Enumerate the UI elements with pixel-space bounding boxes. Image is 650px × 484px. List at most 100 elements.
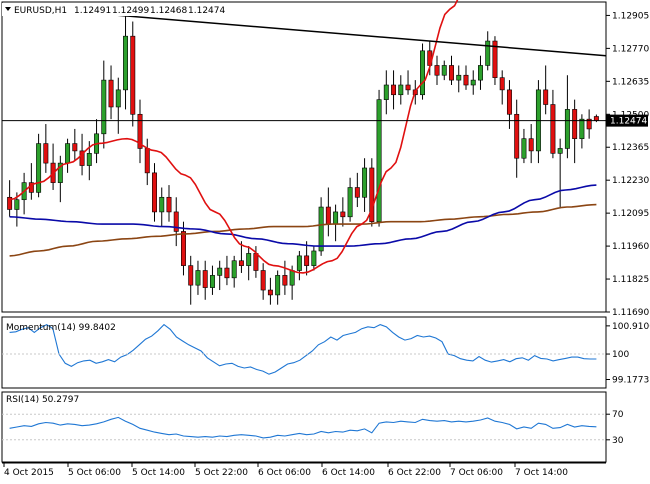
bullish-candle bbox=[65, 143, 71, 164]
bearish-candle bbox=[43, 143, 49, 164]
bearish-candle bbox=[593, 116, 599, 121]
bearish-candle bbox=[391, 84, 397, 96]
ohlc-close: 1.12474 bbox=[188, 6, 225, 16]
sma100-line bbox=[9, 184, 597, 247]
bullish-candle bbox=[333, 211, 339, 225]
price-tick-label: 1.12635 bbox=[612, 77, 649, 87]
bearish-candle bbox=[543, 89, 549, 105]
price-tick-label: 1.11690 bbox=[612, 308, 649, 318]
rsi-panel-frame bbox=[1, 391, 607, 463]
price-tick-label: 1.12095 bbox=[612, 209, 649, 219]
bullish-candle bbox=[420, 50, 425, 96]
bearish-candle bbox=[253, 253, 259, 271]
bearish-candle bbox=[130, 35, 136, 115]
time-tick-label: 5 Oct 06:00 bbox=[68, 468, 121, 478]
bullish-candle bbox=[311, 250, 317, 266]
price-tick-label: 1.11960 bbox=[612, 242, 649, 252]
bearish-candle bbox=[304, 255, 310, 266]
bullish-candle bbox=[318, 206, 324, 252]
bearish-candle bbox=[267, 289, 273, 296]
bearish-candle bbox=[188, 265, 194, 286]
price-tick-label: 1.12770 bbox=[612, 44, 649, 54]
symbol-title-bg bbox=[2, 3, 250, 16]
price-tick-label: 1.12905 bbox=[612, 11, 649, 21]
bearish-candle bbox=[137, 113, 143, 149]
symbol-title: EURUSD,H1 bbox=[14, 6, 67, 16]
rsi-tick-label: 70 bbox=[612, 410, 624, 420]
candle-series bbox=[7, 15, 599, 305]
bullish-candle bbox=[470, 79, 476, 86]
bullish-candle bbox=[123, 35, 128, 91]
bullish-candle bbox=[115, 89, 121, 108]
bullish-candle bbox=[521, 138, 527, 159]
bearish-candle bbox=[369, 167, 375, 222]
bearish-candle bbox=[144, 148, 150, 174]
bullish-candle bbox=[101, 79, 107, 135]
ohlc-high: 1.12499 bbox=[112, 6, 149, 16]
bullish-candle bbox=[217, 267, 223, 276]
bearish-candle bbox=[572, 109, 578, 139]
bearish-candle bbox=[224, 267, 230, 279]
momentum-tick-label: 99.1773 bbox=[612, 376, 649, 386]
bearish-candle bbox=[181, 231, 186, 266]
bullish-candle bbox=[159, 196, 165, 213]
bearish-candle bbox=[354, 187, 360, 198]
momentum-line bbox=[9, 323, 597, 375]
bullish-candle bbox=[485, 40, 491, 66]
bullish-candle bbox=[456, 74, 462, 81]
sma20-line bbox=[9, 0, 459, 274]
bearish-candle bbox=[405, 84, 411, 91]
ohlc-low: 1.12468 bbox=[150, 6, 187, 16]
bullish-candle bbox=[557, 148, 563, 154]
bullish-candle bbox=[231, 260, 237, 279]
bullish-candle bbox=[579, 118, 585, 139]
bullish-candle bbox=[347, 187, 353, 218]
bullish-candle bbox=[209, 275, 215, 288]
rsi-line bbox=[9, 416, 597, 439]
bullish-candle bbox=[383, 84, 389, 100]
rsi-tick-label: 30 bbox=[612, 436, 624, 446]
time-tick-label: 6 Oct 06:00 bbox=[258, 468, 311, 478]
last-price-tag bbox=[606, 114, 648, 127]
momentum-panel-frame bbox=[1, 316, 607, 389]
bearish-candle bbox=[72, 143, 78, 152]
price-panel-frame bbox=[1, 1, 607, 313]
last-price-label: 1.12474 bbox=[610, 117, 647, 127]
bearish-candle bbox=[514, 113, 520, 159]
bearish-candle bbox=[434, 65, 440, 76]
bearish-candle bbox=[79, 150, 85, 166]
bullish-candle bbox=[195, 270, 201, 286]
sma200-line bbox=[9, 203, 597, 257]
bullish-candle bbox=[441, 65, 447, 76]
ohlc-open: 1.12491 bbox=[74, 6, 111, 16]
bearish-candle bbox=[108, 79, 114, 108]
bullish-candle bbox=[246, 253, 252, 266]
rsi-label: RSI(14) 50.2797 bbox=[6, 395, 79, 405]
bearish-candle bbox=[449, 65, 454, 81]
bearish-candle bbox=[550, 104, 556, 154]
bearish-candle bbox=[586, 118, 592, 130]
bullish-candle bbox=[296, 255, 302, 271]
bullish-candle bbox=[14, 199, 20, 210]
time-tick-label: 5 Oct 14:00 bbox=[132, 468, 185, 478]
bearish-candle bbox=[7, 196, 13, 210]
bullish-candle bbox=[275, 275, 281, 296]
bearish-candle bbox=[492, 40, 498, 78]
bearish-candle bbox=[499, 77, 505, 91]
bullish-candle bbox=[376, 99, 382, 222]
price-tick-label: 1.12365 bbox=[612, 143, 649, 153]
momentum-tick-label: 100.9106 bbox=[612, 322, 650, 332]
bearish-candle bbox=[166, 196, 172, 213]
momentum-tick-label: 100 bbox=[612, 350, 629, 360]
collapse-triangle-icon[interactable] bbox=[5, 7, 11, 11]
bullish-candle bbox=[398, 84, 404, 96]
price-tick-label: 1.12230 bbox=[612, 176, 649, 186]
time-tick-label: 6 Oct 22:00 bbox=[388, 468, 441, 478]
time-tick-label: 7 Oct 06:00 bbox=[450, 468, 503, 478]
time-tick-label: 4 Oct 2015 bbox=[4, 468, 54, 478]
bearish-candle bbox=[340, 211, 346, 218]
bullish-candle bbox=[86, 153, 92, 166]
momentum-label: Momentum(14) 99.8402 bbox=[6, 323, 116, 333]
